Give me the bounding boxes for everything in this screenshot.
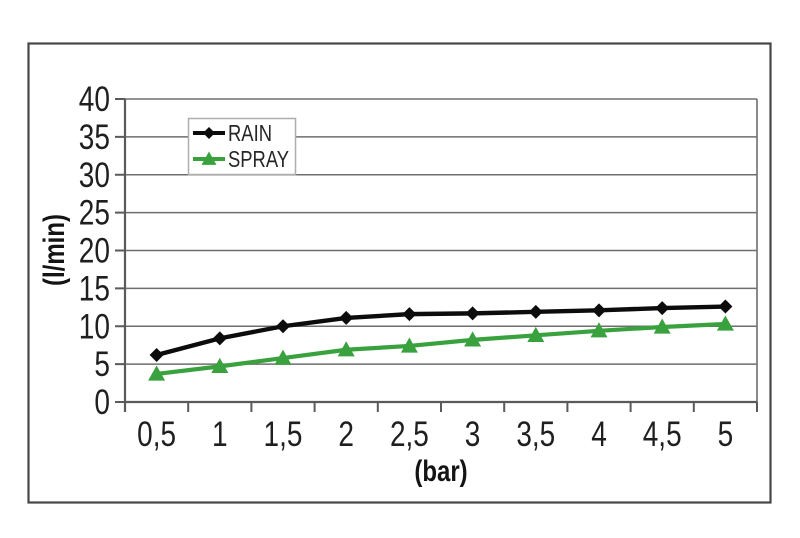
x-tick-label: 2,5 [390,415,429,454]
legend: RAIN SPRAY [187,117,297,176]
x-tick-label: 5 [718,415,734,454]
x-tick-label: 0,5 [137,415,176,454]
data-point-rain [149,348,164,363]
data-point-spray [653,318,671,334]
legend-box [187,117,297,176]
data-point-spray [211,357,229,374]
data-point-rain [465,306,480,321]
x-tick-label: 4,5 [643,415,682,454]
x-tick-label: 3,5 [516,415,555,454]
y-tick-label: 20 [79,232,110,271]
data-point-spray [400,337,418,353]
data-point-rain [528,304,543,319]
data-point-rain [339,310,354,325]
data-point-rain [402,307,417,322]
legend-sample-marker [201,151,217,165]
legend-label-rain: RAIN [228,120,272,146]
data-point-spray [590,322,608,338]
y-tick-label: 10 [79,307,110,346]
x-axis-title: (bar) [414,455,467,488]
y-tick-label: 25 [79,194,110,233]
figure-frame [27,42,772,504]
series-rain [149,299,733,363]
series-line-spray [154,321,728,377]
y-axis-title: (l/min) [38,214,71,286]
y-tick-label: 30 [79,156,110,195]
data-point-rain [276,319,290,334]
y-tick-label: 0 [94,383,110,422]
y-tick-label: 15 [79,269,110,308]
data-point-rain [655,301,670,316]
data-point-spray [274,349,292,365]
legend-sample-marker [203,127,215,139]
data-point-rain [212,331,227,346]
x-tick-label: 3 [465,415,481,454]
series-spray [148,315,734,381]
legend-label-spray: SPRAY [228,146,289,172]
y-tick-label: 35 [79,118,110,157]
x-tick-label: 4 [591,415,607,454]
data-point-spray [148,365,166,381]
x-tick-label: 1 [212,415,228,454]
data-point-spray [716,315,734,331]
data-point-rain [592,303,606,318]
y-tick-label: 5 [94,345,110,384]
data-point-spray [464,331,482,347]
data-point-spray [337,341,355,357]
y-tick-label: 40 [79,80,110,119]
legend-sample-rain [193,127,225,139]
x-tick-label: 2 [338,415,354,454]
legend-sample-spray [193,151,225,165]
data-point-rain [718,299,733,314]
x-tick-label: 1,5 [264,415,303,454]
series-line-rain [154,304,728,358]
data-point-spray [527,326,545,342]
